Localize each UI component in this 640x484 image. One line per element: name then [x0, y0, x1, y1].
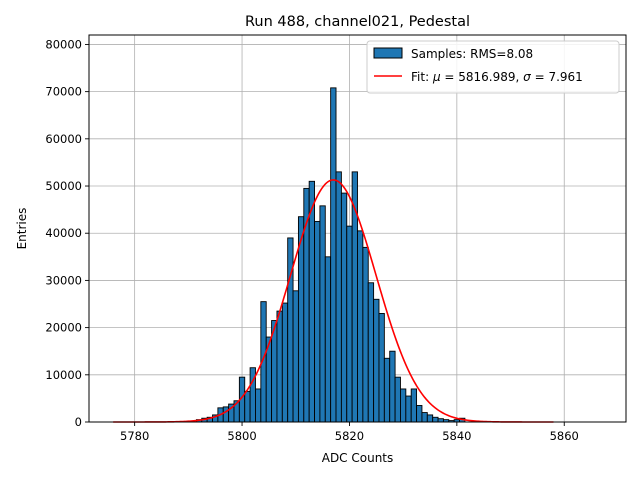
histogram-bar: [373, 298, 380, 423]
x-axis-label: ADC Counts: [322, 451, 394, 465]
legend-fit-middle: = 5816.989,: [441, 70, 524, 84]
legend-fit-prefix: Fit:: [411, 70, 433, 84]
histogram-bar: [367, 282, 375, 423]
histogram-bar: [378, 313, 385, 423]
histogram-bar: [383, 357, 391, 423]
histogram-bar: [405, 395, 412, 423]
y-tick-label: 40000: [45, 226, 82, 240]
histogram-bar: [292, 290, 299, 423]
legend-fit-mu: μ: [432, 70, 441, 84]
histogram-bar: [416, 405, 423, 423]
histogram-bar: [308, 180, 315, 423]
y-tick-label: 30000: [45, 273, 82, 287]
y-tick-label: 20000: [45, 321, 82, 335]
x-tick-label: 5840: [442, 429, 471, 443]
y-axis-label: Entries: [15, 208, 29, 250]
legend-fit-sigma: σ: [523, 70, 531, 84]
histogram-bar: [400, 388, 407, 423]
legend-histogram-label: Samples: RMS=8.08: [411, 47, 533, 61]
histogram-bar: [346, 225, 353, 423]
plot-frame: [88, 34, 627, 423]
histogram-bar: [319, 205, 326, 423]
legend-fit-suffix: = 7.961: [531, 70, 583, 84]
y-tick-label: 10000: [45, 368, 82, 382]
histogram-bar: [287, 237, 294, 423]
histogram-bar: [314, 220, 321, 423]
legend-histogram-swatch: [373, 47, 403, 59]
histogram-bar: [222, 406, 230, 423]
histogram-bar: [362, 246, 369, 423]
x-tick-label: 5820: [335, 429, 364, 443]
histogram-bar: [389, 350, 396, 423]
legend: Samples: RMS=8.08 Fit: μ = 5816.989, σ =…: [366, 40, 620, 94]
histogram-bar: [276, 310, 283, 423]
histogram-bar: [244, 390, 251, 423]
chart-title: Run 488, channel021, Pedestal: [245, 14, 470, 30]
y-tick-label: 0: [75, 415, 82, 429]
legend-box: [366, 40, 620, 94]
y-tick-label: 80000: [45, 37, 82, 51]
y-tick-label: 70000: [45, 85, 82, 99]
x-tick-label: 5860: [550, 429, 579, 443]
x-tick-label: 5800: [227, 429, 256, 443]
histogram-bar: [410, 388, 418, 423]
histogram-bar: [255, 388, 262, 423]
histogram-bar: [330, 87, 337, 423]
histogram-bar: [324, 256, 332, 423]
x-tick-label: 5780: [120, 429, 149, 443]
histogram-bar: [426, 414, 434, 423]
legend-fit-label: Fit: μ = 5816.989, σ = 7.961: [411, 70, 583, 84]
histogram-bar: [357, 230, 364, 423]
histogram-bar: [281, 302, 289, 423]
axis-ticks: 5780 5800 5820 5840 5860 0 10000 20000 30000 4000…: [45, 37, 578, 443]
histogram-bar: [394, 376, 401, 423]
histogram-bar: [432, 416, 439, 423]
histogram-bar: [340, 192, 348, 423]
histogram-bar: [421, 412, 428, 423]
fit-curve: [113, 179, 554, 423]
histogram-bar: [335, 171, 342, 423]
y-tick-label: 60000: [45, 132, 82, 146]
y-tick-label: 50000: [45, 179, 82, 193]
